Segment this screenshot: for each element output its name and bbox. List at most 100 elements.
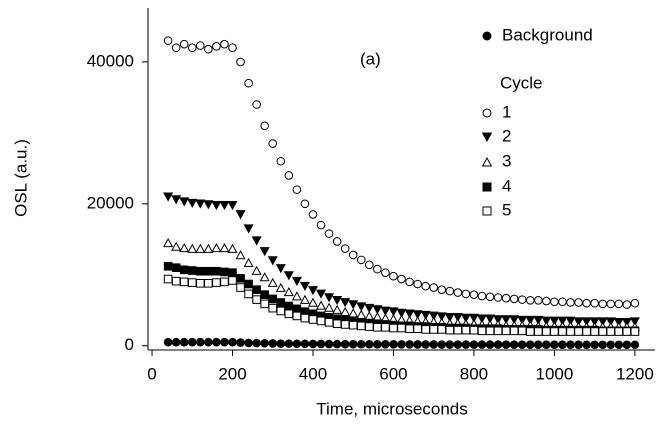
point (550, 297, 559, 307)
point (348, 300, 359, 310)
point (420, 310, 431, 321)
point (348, 320, 358, 330)
y-axis-label: OSL (a.u.) (11, 139, 30, 217)
point (340, 298, 351, 308)
point (598, 340, 607, 350)
point (251, 265, 262, 275)
point (163, 337, 173, 347)
point (196, 337, 205, 347)
point (228, 43, 237, 53)
point (187, 337, 197, 347)
point (542, 340, 551, 349)
point (445, 325, 455, 335)
point (356, 255, 366, 265)
point (340, 244, 350, 253)
point (421, 325, 430, 334)
point (517, 295, 527, 304)
point (187, 198, 198, 208)
point (389, 323, 398, 333)
point (509, 326, 519, 336)
point (476, 314, 488, 324)
point (259, 272, 270, 282)
point (324, 293, 335, 303)
point (195, 199, 206, 209)
point (605, 317, 616, 327)
point (220, 39, 229, 49)
point (236, 57, 245, 67)
point (622, 300, 632, 309)
point (212, 266, 221, 276)
point (469, 290, 479, 299)
point (590, 340, 599, 350)
point (405, 324, 414, 334)
point (404, 309, 415, 319)
point (332, 237, 342, 246)
point (413, 279, 422, 289)
point (251, 236, 262, 246)
point (372, 305, 383, 315)
x-tick-label: 800 (460, 364, 488, 383)
point (493, 293, 503, 302)
point (460, 313, 471, 323)
point (452, 313, 463, 323)
point (469, 325, 479, 335)
point (196, 41, 205, 50)
point (364, 303, 375, 313)
point (348, 339, 358, 349)
point (244, 289, 253, 299)
point (163, 261, 173, 271)
point (340, 320, 350, 329)
legend-label: 3 (502, 151, 511, 170)
point (525, 315, 536, 326)
point (468, 313, 479, 323)
point (340, 306, 351, 316)
point (275, 282, 286, 292)
point (316, 316, 326, 326)
point (211, 200, 222, 211)
point (220, 277, 229, 287)
legend-label: 2 (502, 126, 511, 145)
point (179, 265, 189, 275)
point (220, 337, 229, 347)
point (227, 243, 238, 253)
point (267, 256, 278, 266)
point (525, 296, 535, 305)
point (324, 339, 334, 349)
point (212, 278, 221, 287)
point (228, 268, 237, 277)
point (542, 327, 551, 336)
point (428, 311, 439, 321)
point (606, 340, 616, 350)
point (590, 298, 599, 308)
point (606, 299, 616, 309)
point (291, 291, 302, 301)
legend-marker (482, 108, 492, 118)
point (315, 289, 327, 299)
point (300, 339, 310, 349)
point (187, 243, 198, 253)
point (187, 43, 197, 53)
legend-marker (482, 182, 492, 192)
point (453, 288, 463, 297)
point (283, 286, 294, 297)
point (219, 200, 230, 211)
point (163, 274, 173, 284)
point (356, 309, 367, 319)
point (332, 296, 343, 306)
legend-label: 5 (502, 200, 511, 219)
point (324, 302, 335, 312)
legend-label: Background (502, 25, 593, 44)
point (405, 340, 414, 349)
point (373, 340, 382, 349)
point (436, 312, 447, 322)
point (284, 309, 294, 319)
point (574, 298, 583, 307)
point (493, 315, 504, 325)
point (388, 307, 399, 317)
legend-label: 1 (502, 102, 511, 121)
point (493, 326, 503, 336)
point (292, 311, 302, 321)
point (244, 338, 253, 348)
point (373, 322, 382, 332)
point (381, 268, 390, 277)
